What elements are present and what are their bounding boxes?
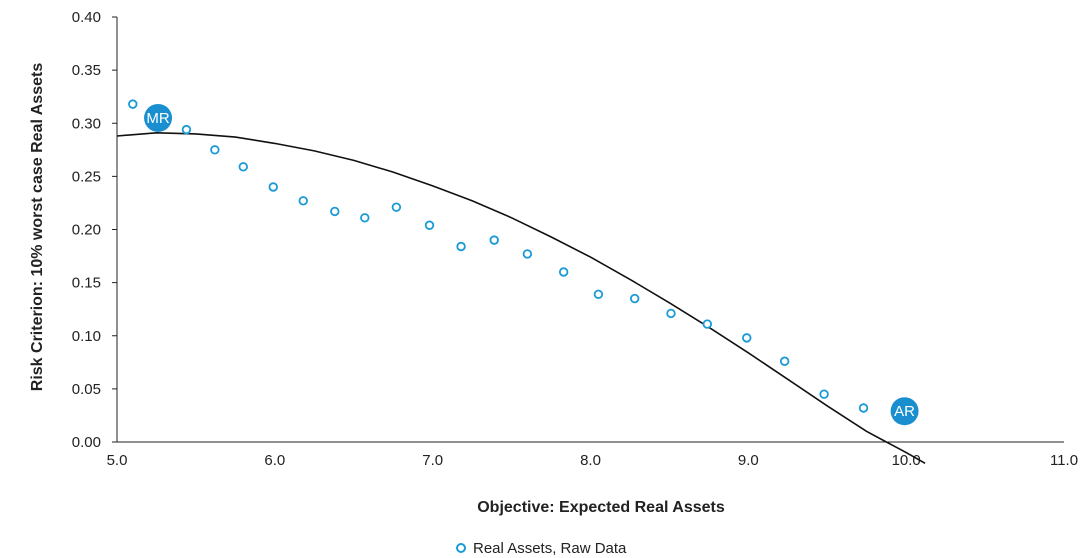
- y-tick-label: 0.15: [72, 275, 101, 292]
- data-point: [779, 356, 790, 366]
- x-tick-label: 5.0: [107, 452, 128, 469]
- x-tick-label: 8.0: [580, 452, 601, 469]
- annotation-badges: MR AR: [144, 103, 919, 426]
- y-tick-label: 0.35: [72, 62, 101, 79]
- data-point: [666, 308, 676, 319]
- x-axis-title: Objective: Expected Real Assets: [477, 499, 725, 516]
- data-point: [238, 162, 248, 172]
- y-tick-label: 0.20: [72, 222, 101, 239]
- data-point: [424, 220, 435, 230]
- x-tick-label: 11.0: [1050, 452, 1078, 469]
- annotation-mr: MR: [144, 103, 173, 132]
- data-point: [128, 99, 138, 109]
- y-tick-label: 0.05: [72, 381, 101, 398]
- annotation-badge: [890, 397, 919, 426]
- y-axis-title: Risk Criterion: 10% worst case Real Asse…: [29, 63, 46, 392]
- x-tick-label: 7.0: [422, 452, 443, 469]
- data-point: [456, 241, 466, 252]
- data-point: [819, 389, 829, 399]
- annotation-badge: [144, 103, 173, 132]
- scatter-points: [128, 99, 869, 413]
- y-tick-label: 0.10: [72, 328, 101, 345]
- data-point: [593, 289, 604, 300]
- data-point: [181, 124, 192, 135]
- data-point: [558, 267, 569, 277]
- y-tick-label: 0.25: [72, 168, 101, 185]
- annotation-label: AR: [894, 403, 915, 420]
- y-tick-label: 0.00: [72, 434, 101, 451]
- data-point: [858, 403, 869, 413]
- data-point: [522, 249, 533, 259]
- data-point: [268, 182, 278, 192]
- annotation-label: MR: [146, 110, 169, 127]
- data-point: [629, 293, 640, 304]
- y-tick-label: 0.30: [72, 115, 101, 132]
- data-point: [742, 333, 752, 343]
- legend-marker: [456, 543, 466, 553]
- data-point: [360, 213, 370, 223]
- data-point: [702, 319, 712, 329]
- data-point: [298, 196, 308, 206]
- x-tick-label: 9.0: [738, 452, 759, 469]
- data-point: [391, 202, 402, 212]
- annotation-ar: AR: [890, 397, 919, 426]
- y-tick-labels: 0.00 0.05 0.10 0.15 0.20 0.25 0.30 0.35 0.40: [72, 9, 117, 451]
- axes: [116, 17, 1064, 443]
- data-point: [330, 206, 340, 217]
- legend: Real Assets, Raw Data: [456, 540, 627, 557]
- x-tick-label: 10.0: [892, 452, 921, 469]
- legend-label: Real Assets, Raw Data: [473, 540, 627, 557]
- data-point: [210, 145, 220, 155]
- fit-curve-line: [116, 131, 926, 464]
- x-tick-labels: 5.0 6.0 7.0 8.0 9.0 10.0 11.0: [107, 452, 1078, 469]
- y-tick-label: 0.40: [72, 9, 101, 26]
- data-point: [489, 235, 499, 245]
- x-tick-label: 6.0: [264, 452, 285, 469]
